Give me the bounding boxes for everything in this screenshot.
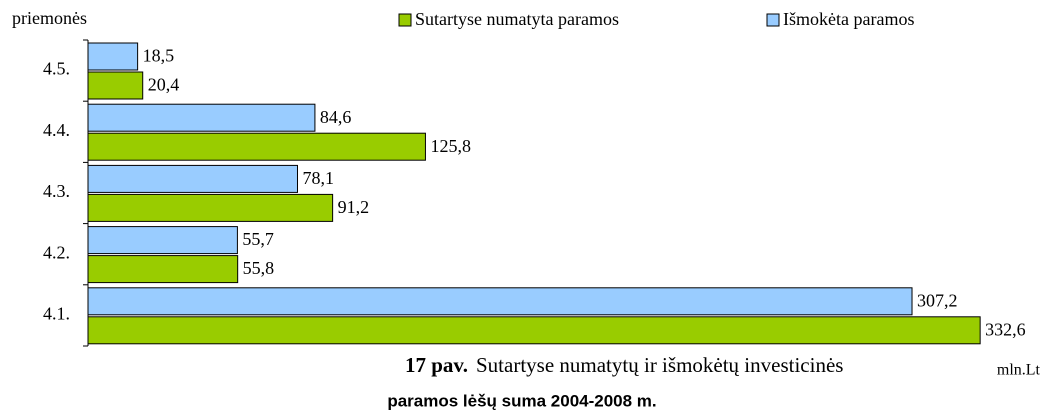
value-label: 20,4 xyxy=(148,75,180,95)
bar xyxy=(87,42,139,71)
value-label: 55,8 xyxy=(243,258,275,278)
bar xyxy=(87,255,239,284)
value-label: 125,8 xyxy=(430,136,471,156)
y-tick-label: 4.3. xyxy=(43,181,70,201)
bar xyxy=(87,71,144,100)
bar xyxy=(87,132,426,161)
title-number: 17 pav. xyxy=(405,353,468,377)
bar xyxy=(87,287,913,316)
legend-swatch xyxy=(398,13,412,27)
value-label: 78,1 xyxy=(302,168,334,188)
bar xyxy=(87,164,298,193)
bar xyxy=(87,226,238,255)
value-label: 91,2 xyxy=(338,197,370,217)
y-tick-label: 4.2. xyxy=(43,242,70,262)
bar xyxy=(87,103,316,132)
value-label: 55,7 xyxy=(242,229,273,249)
x-axis-label: mln.Lt xyxy=(997,362,1041,379)
y-tick-label: 4.4. xyxy=(43,120,70,140)
y-axis-label: priemonės xyxy=(12,8,87,28)
value-label: 332,6 xyxy=(985,319,1026,339)
y-tick-label: 4.5. xyxy=(43,59,70,79)
value-label: 307,2 xyxy=(917,290,958,310)
chart-subtitle: paramos lėšų suma 2004-2008 m. xyxy=(387,391,656,410)
legend-label: Sutartyse numatyta paramos xyxy=(415,9,619,29)
bar xyxy=(87,316,981,345)
bar xyxy=(87,193,334,222)
chart-title: Sutartyse numatytų ir išmokėtų investici… xyxy=(476,353,843,377)
y-tick-label: 4.1. xyxy=(43,304,70,324)
value-label: 18,5 xyxy=(143,46,175,66)
legend-label: Išmokėta paramos xyxy=(783,9,914,29)
value-label: 84,6 xyxy=(320,107,352,127)
legend-swatch xyxy=(766,13,780,27)
